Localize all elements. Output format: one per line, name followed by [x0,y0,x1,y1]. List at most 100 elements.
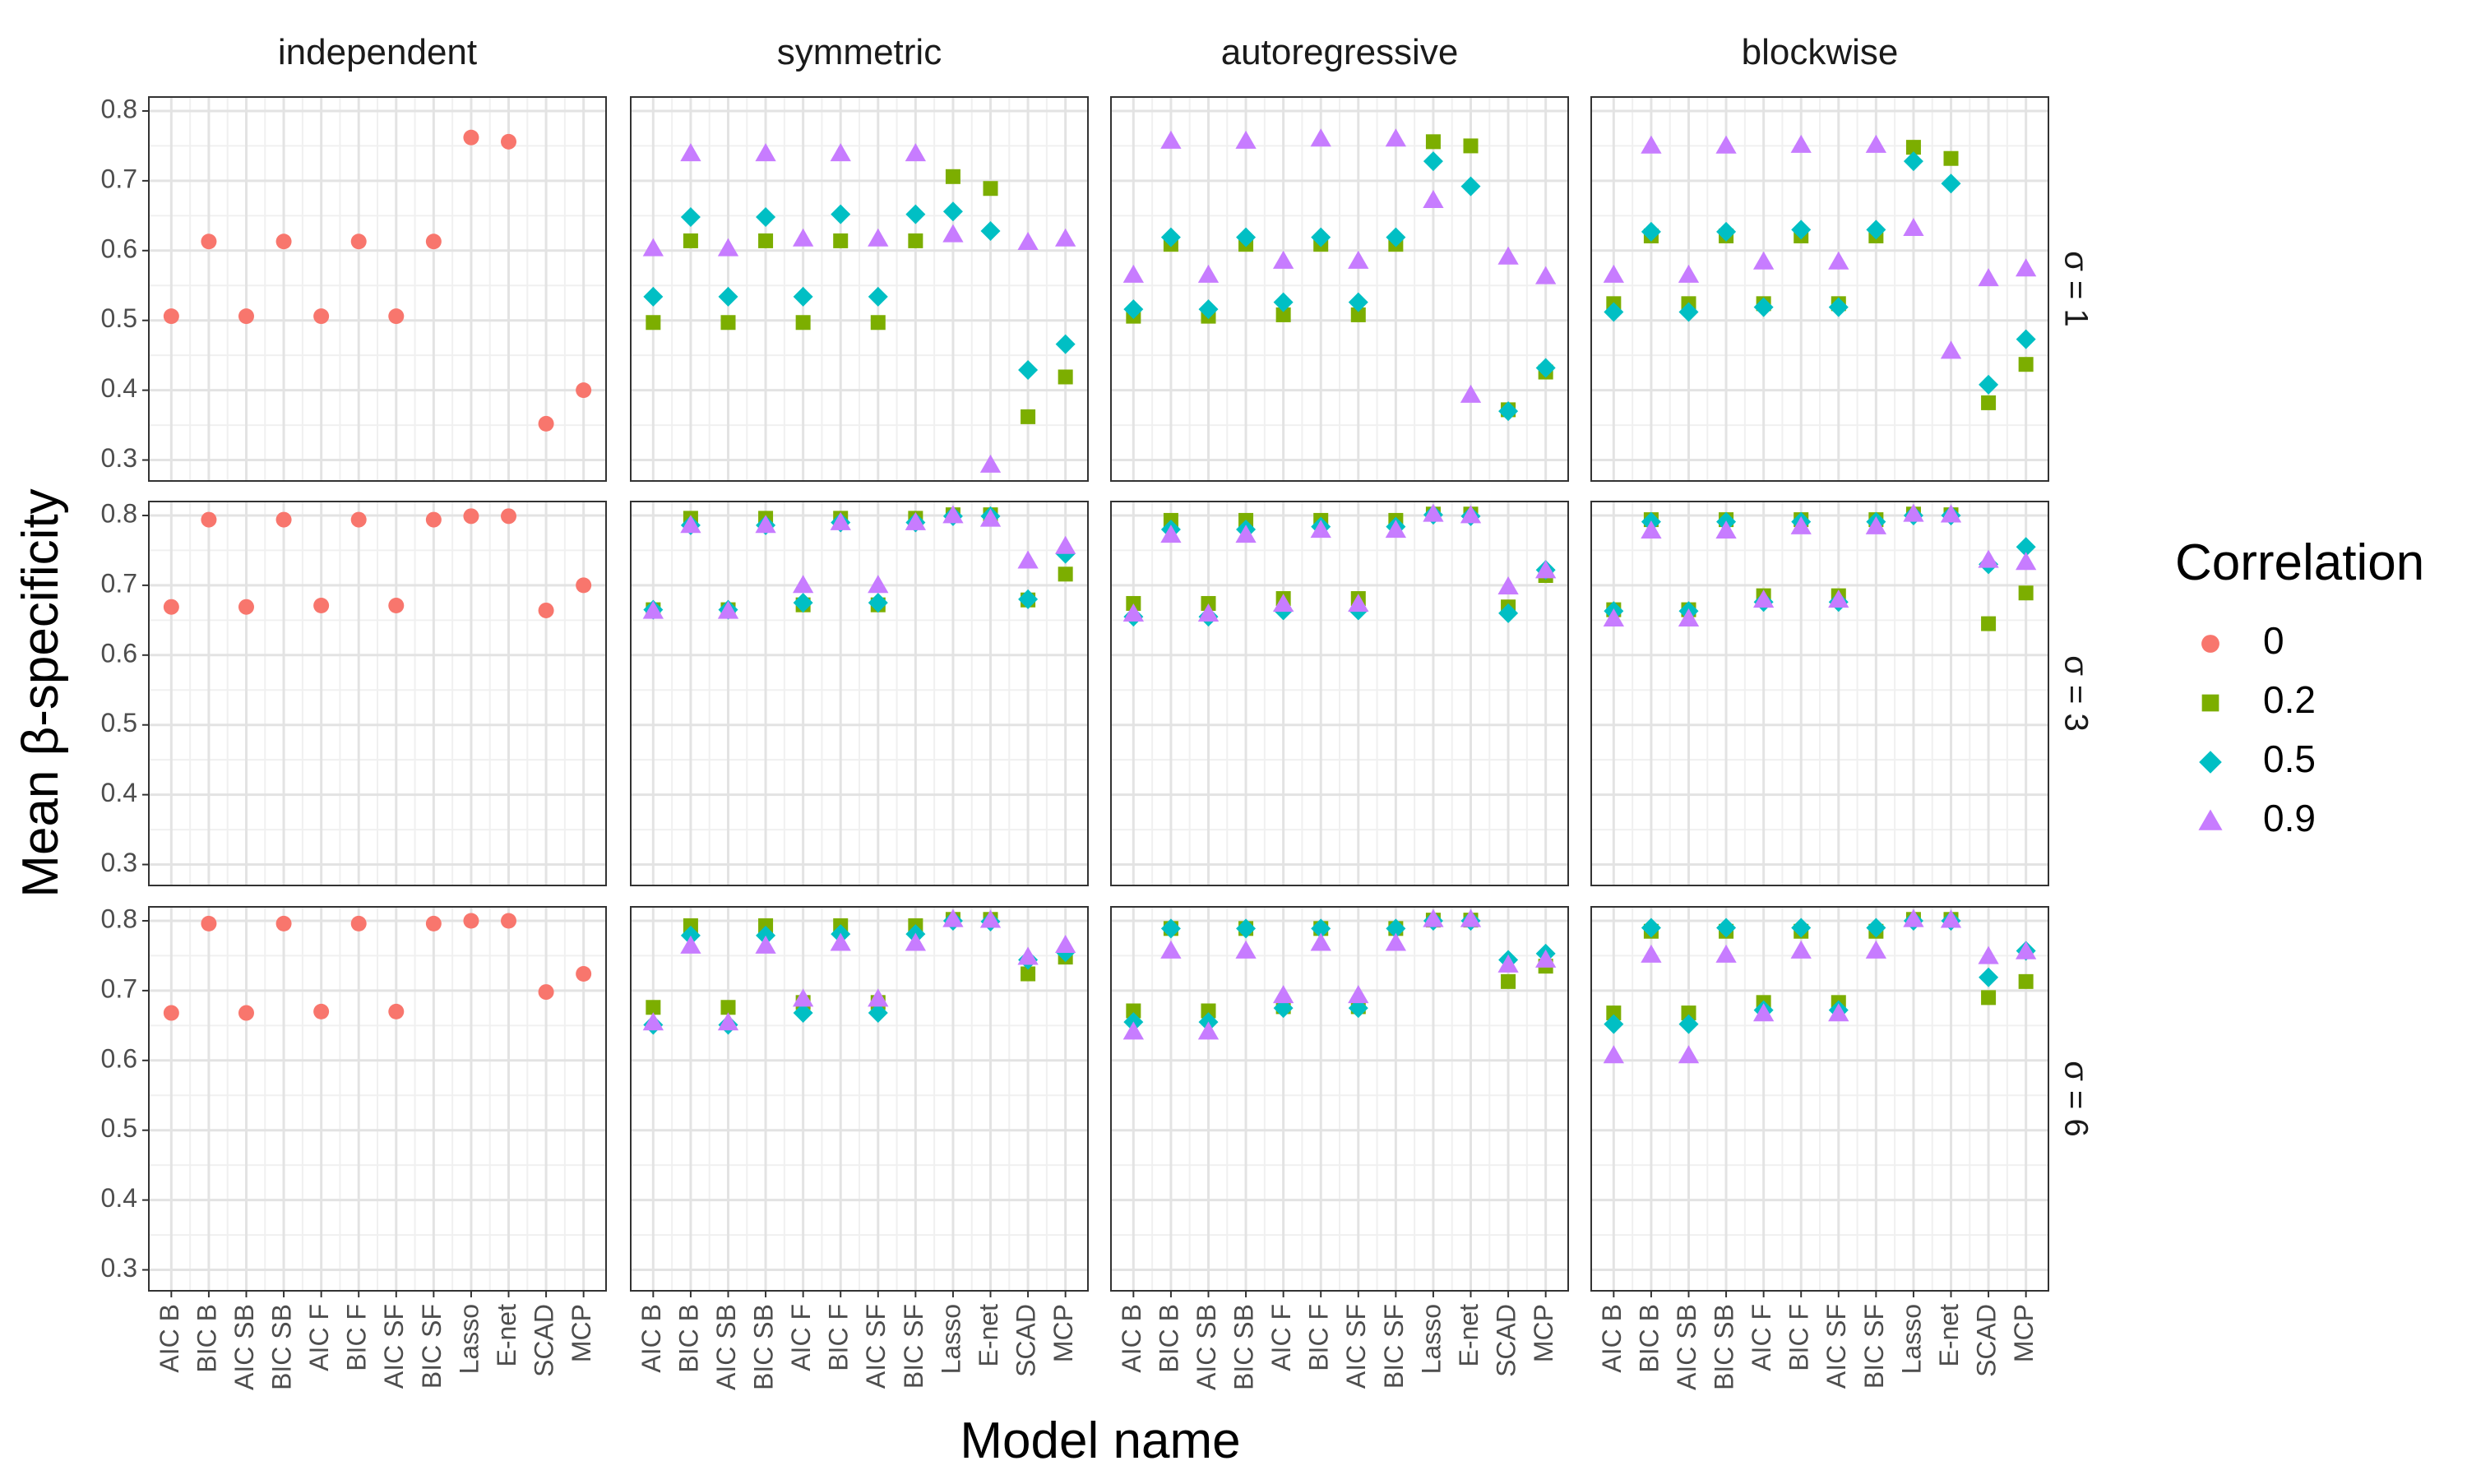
data-point [1604,302,1624,322]
data-point [2016,258,2037,277]
data-point [717,600,739,619]
x-tick-label: BIC B [1154,1304,1183,1373]
x-tick-label: E-net [974,1304,1003,1367]
x-tick-label: AIC B [155,1304,184,1373]
data-point [1017,946,1039,965]
data-point [1828,1003,1849,1022]
data-point [1122,603,1144,622]
data-point [646,315,661,331]
data-point [1866,918,1886,938]
data-point [717,1012,739,1031]
facet-panel: 0.3 0.4 0.5 0.6 0.7 0.8 [101,498,607,886]
data-point [2018,973,2034,989]
legend-key [2198,809,2223,830]
data-point [238,599,254,615]
data-point [1348,292,1368,312]
data-point [1497,246,1519,265]
x-tick-label: BIC SF [899,1304,928,1389]
data-point [1940,340,1962,359]
data-point [718,286,738,307]
data-point [1055,228,1076,247]
data-point [538,602,554,618]
data-point [979,454,1002,473]
x-tick-label: MCP [567,1304,596,1362]
data-point [163,308,179,325]
data-point [868,228,889,247]
data-point [1017,231,1039,250]
legend-key [2201,635,2219,653]
data-point [1055,935,1076,954]
data-point [680,925,701,945]
data-point [576,966,592,982]
panel-border [630,906,1089,1292]
data-point [905,204,926,224]
facet-panel [630,96,1089,482]
data-point [1463,138,1479,154]
data-point [501,133,517,150]
data-point [792,575,814,594]
data-point [1716,221,1737,242]
data-point [1865,134,1887,153]
data-point [463,508,479,525]
data-point [1535,266,1557,284]
data-point [1425,134,1441,150]
data-point [1535,358,1556,378]
facet-panel: 0.3 0.4 0.5 0.6 0.7 0.8 [101,94,607,482]
data-point [2016,552,2037,571]
data-point [313,308,330,325]
data-point [1275,307,1291,322]
legend-key [2201,694,2219,712]
data-point [275,511,292,528]
panel-border [630,96,1089,482]
data-point [1311,918,1331,939]
data-point [755,935,776,954]
data-point [313,598,330,614]
data-point [1716,918,1737,938]
x-tick-label: BIC F [824,1304,854,1371]
data-point [1641,520,1662,539]
data-point [1423,908,1444,927]
x-tick-label: Lasso [1416,1304,1446,1374]
x-tick-label: AIC SF [1341,1304,1371,1389]
data-point [1535,949,1557,968]
data-point [1197,603,1220,622]
facet-panel [1110,501,1569,886]
data-point [1385,520,1407,539]
data-point [755,143,776,162]
data-point [1678,1014,1699,1034]
data-point [868,1003,888,1024]
legend-label: 0.2 [2263,678,2316,721]
facet-column-label: autoregressive [1221,32,1459,72]
data-point [1940,504,1962,523]
facet-panel [1590,96,2049,482]
data-point [756,207,776,228]
data-point [905,143,927,162]
data-point [2016,329,2036,349]
data-point [1943,150,1959,166]
data-point [1235,940,1257,959]
data-point [350,915,367,932]
y-tick-label: 0.4 [101,373,137,403]
data-point [1978,268,1999,287]
data-point [2016,537,2036,557]
x-tick-label: BIC SB [267,1304,297,1390]
y-tick-label: 0.4 [101,1183,137,1213]
data-point [1310,128,1331,147]
facet-row-label: σ = 6 [2057,1061,2094,1137]
data-point [1604,1014,1624,1034]
y-tick-label: 0.3 [101,1253,137,1283]
y-tick-label: 0.5 [101,708,137,737]
data-point [1941,173,1961,194]
data-point [463,129,479,146]
x-tick-label: AIC SF [379,1304,409,1389]
data-point [1126,1003,1141,1019]
data-point [905,511,927,530]
data-point [275,915,292,932]
data-point [1385,932,1407,951]
data-point [2018,585,2034,601]
legend-key [2199,751,2222,774]
data-point [1981,616,1997,631]
data-point [905,932,927,951]
x-tick-label: AIC B [636,1304,666,1373]
